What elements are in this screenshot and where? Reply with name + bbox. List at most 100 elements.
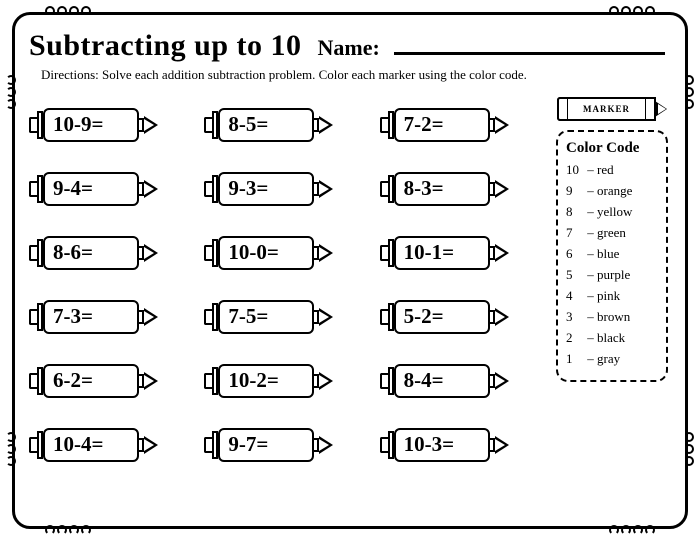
marker-problem[interactable]: 9-7=: [204, 414, 369, 476]
marker-tip-icon: [144, 244, 158, 262]
marker-tip-icon: [319, 436, 333, 454]
decor-loops: [609, 6, 655, 16]
marker-joint-icon: [388, 111, 394, 139]
marker-tip-icon: [319, 116, 333, 134]
marker-cap-icon: [380, 245, 388, 261]
marker-tip-icon: [495, 180, 509, 198]
legend-color: orange: [597, 183, 632, 198]
marker-cap-icon: [29, 437, 37, 453]
legend-row: 8 – yellow: [566, 204, 658, 220]
legend-row: 10 – red: [566, 162, 658, 178]
marker-problem[interactable]: 10-0=: [204, 222, 369, 284]
legend-row: 9 – orange: [566, 183, 658, 199]
marker-cap-icon: [380, 309, 388, 325]
decor-loops: [684, 432, 694, 466]
legend-number: 7: [566, 225, 584, 241]
marker-problem[interactable]: 8-3=: [380, 158, 545, 220]
problem-text: 8-6=: [43, 236, 139, 270]
legend-number: 8: [566, 204, 584, 220]
marker-cap-icon: [29, 117, 37, 133]
header: Subtracting up to 10 Name:: [29, 29, 671, 63]
problem-text: 7-2=: [394, 108, 490, 142]
legend-color: brown: [597, 309, 630, 324]
problem-text: 9-4=: [43, 172, 139, 206]
marker-cap-icon: [204, 181, 212, 197]
decor-loops: [6, 75, 16, 109]
decor-loops: [45, 6, 91, 16]
decor-loops: [45, 525, 91, 535]
marker-problem[interactable]: 9-4=: [29, 158, 194, 220]
marker-tip-icon: [319, 180, 333, 198]
marker-tip-icon: [319, 244, 333, 262]
marker-problem[interactable]: 7-3=: [29, 286, 194, 348]
problem-text: 7-5=: [218, 300, 314, 334]
marker-cap-icon: [29, 245, 37, 261]
problem-text: 10-0=: [218, 236, 314, 270]
marker-problem[interactable]: 10-9=: [29, 94, 194, 156]
decor-loops: [6, 432, 16, 466]
legend-number: 4: [566, 288, 584, 304]
marker-tip-icon: [319, 308, 333, 326]
marker-problem[interactable]: 8-6=: [29, 222, 194, 284]
marker-problem[interactable]: 10-3=: [380, 414, 545, 476]
marker-problem[interactable]: 9-3=: [204, 158, 369, 220]
problem-text: 9-3=: [218, 172, 314, 206]
legend-row: 2 – black: [566, 330, 658, 346]
legend-row: 5 – purple: [566, 267, 658, 283]
marker-joint-icon: [388, 239, 394, 267]
crayon-icon: MARKER: [557, 94, 667, 124]
marker-cap-icon: [380, 373, 388, 389]
legend-color: yellow: [597, 204, 632, 219]
marker-cap-icon: [380, 181, 388, 197]
marker-tip-icon: [495, 372, 509, 390]
marker-problem[interactable]: 10-2=: [204, 350, 369, 412]
marker-problem[interactable]: 7-5=: [204, 286, 369, 348]
page-title: Subtracting up to 10: [29, 29, 302, 63]
legend-color: gray: [597, 351, 620, 366]
problem-text: 6-2=: [43, 364, 139, 398]
name-input-line[interactable]: [394, 35, 665, 55]
content-area: 10-9= 8-5= 7-2= 9-4= 9-3= 8-3= 8-6= 10-0= 10-1= 7…: [29, 94, 671, 476]
legend-number: 5: [566, 267, 584, 283]
legend-color: green: [597, 225, 626, 240]
problem-text: 10-9=: [43, 108, 139, 142]
marker-problem[interactable]: 10-4=: [29, 414, 194, 476]
name-label: Name:: [318, 35, 380, 61]
legend-row: 1 – gray: [566, 351, 658, 367]
problem-text: 8-3=: [394, 172, 490, 206]
marker-tip-icon: [144, 116, 158, 134]
marker-problem[interactable]: 5-2=: [380, 286, 545, 348]
legend-number: 10: [566, 162, 584, 178]
marker-tip-icon: [144, 436, 158, 454]
marker-cap-icon: [204, 245, 212, 261]
marker-cap-icon: [204, 117, 212, 133]
problem-text: 10-2=: [218, 364, 314, 398]
marker-problem[interactable]: 7-2=: [380, 94, 545, 156]
legend-number: 9: [566, 183, 584, 199]
marker-tip-icon: [144, 308, 158, 326]
problem-grid: 10-9= 8-5= 7-2= 9-4= 9-3= 8-3= 8-6= 10-0= 10-1= 7…: [29, 94, 545, 476]
marker-joint-icon: [388, 431, 394, 459]
marker-problem[interactable]: 8-5=: [204, 94, 369, 156]
marker-tip-icon: [144, 372, 158, 390]
color-code-legend: Color Code 10 – red 9 – orange 8 – yellow 7…: [556, 130, 668, 383]
marker-problem[interactable]: 10-1=: [380, 222, 545, 284]
legend-number: 6: [566, 246, 584, 262]
marker-tip-icon: [495, 244, 509, 262]
legend-title: Color Code: [566, 140, 658, 157]
marker-joint-icon: [388, 367, 394, 395]
problem-text: 10-1=: [394, 236, 490, 270]
marker-joint-icon: [388, 303, 394, 331]
marker-tip-icon: [495, 436, 509, 454]
directions-text: Directions: Solve each addition subtract…: [41, 67, 665, 84]
marker-problem[interactable]: 8-4=: [380, 350, 545, 412]
worksheet-frame: Subtracting up to 10 Name: Directions: S…: [12, 12, 688, 529]
legend-number: 3: [566, 309, 584, 325]
marker-cap-icon: [204, 437, 212, 453]
marker-tip-icon: [144, 180, 158, 198]
marker-problem[interactable]: 6-2=: [29, 350, 194, 412]
legend-color: pink: [597, 288, 620, 303]
legend-row: 7 – green: [566, 225, 658, 241]
crayon-label: MARKER: [583, 104, 630, 114]
marker-joint-icon: [388, 175, 394, 203]
